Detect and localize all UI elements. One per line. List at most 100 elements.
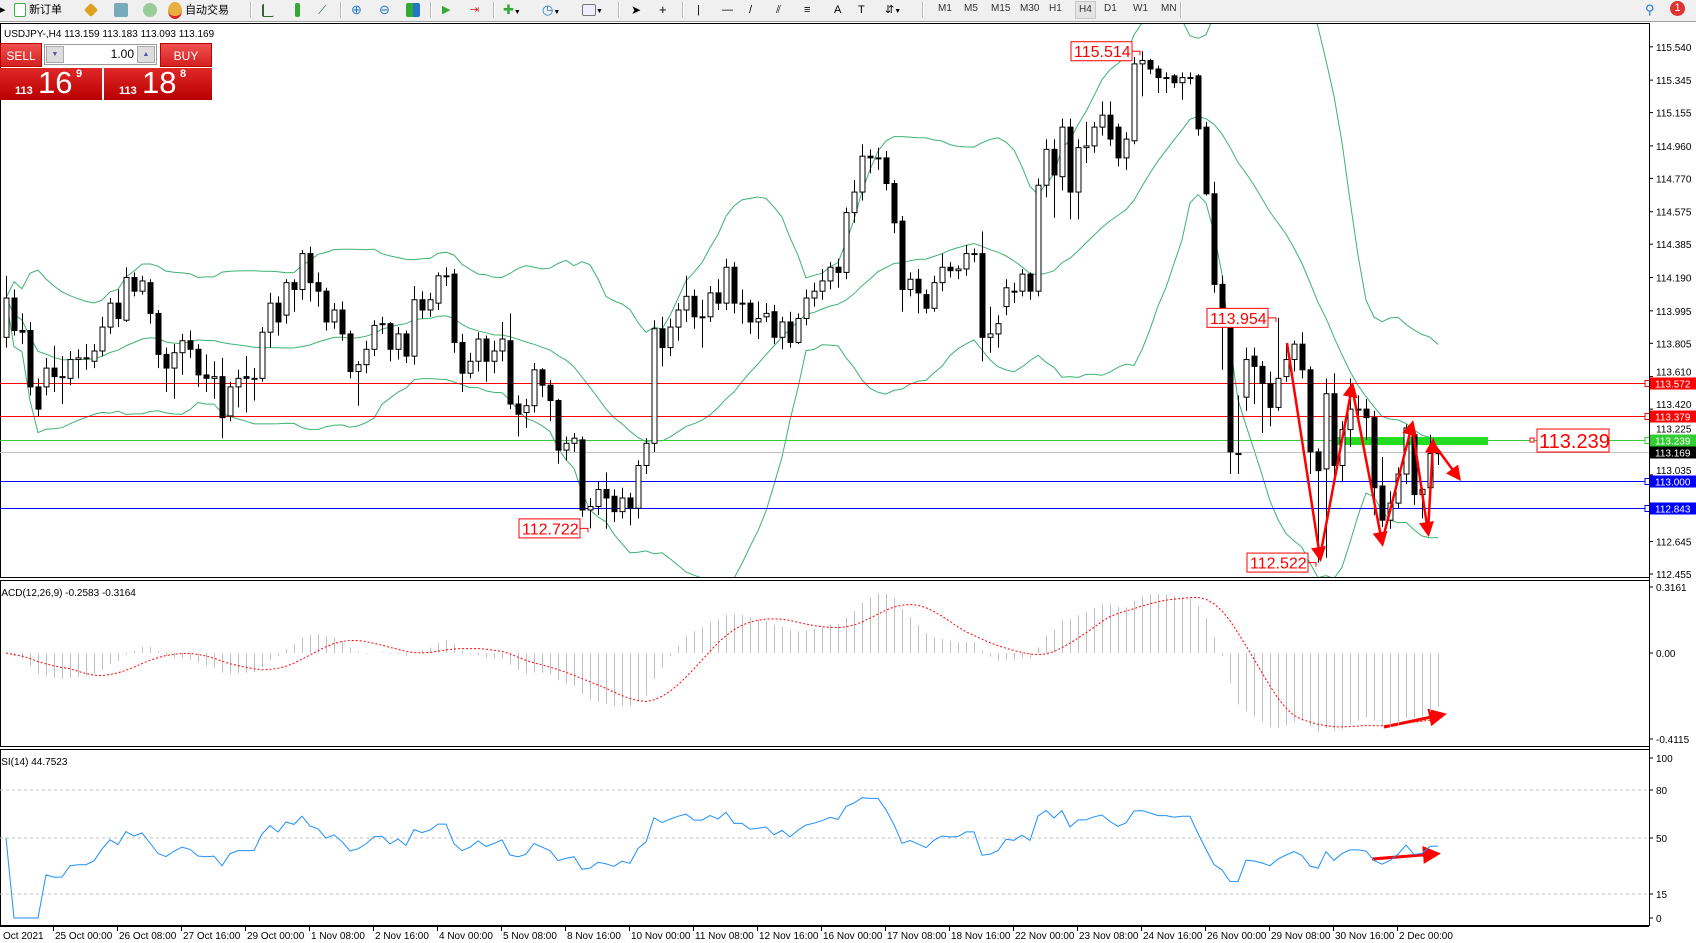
new-order-button[interactable]: 新订单 <box>14 2 62 18</box>
line-chart-button[interactable]: ⟋ <box>318 2 326 18</box>
candlestick-chart-button[interactable] <box>291 2 300 18</box>
sell-price[interactable]: 113 16 9 <box>0 65 102 100</box>
volume-field[interactable]: ▼ 1.00 ▲ <box>44 44 157 65</box>
volume-decrease-button[interactable]: ▼ <box>46 46 64 63</box>
text-icon: A <box>834 4 842 16</box>
candle <box>75 349 82 379</box>
big-price-label-box[interactable] <box>1536 428 1610 453</box>
fibonacci-button[interactable]: ≡ <box>804 2 810 18</box>
bear-candle-body <box>915 278 922 294</box>
auto-scroll-button[interactable]: ▶ <box>442 2 450 18</box>
bull-candle-body <box>939 266 946 284</box>
templates-button[interactable]: ▼ <box>582 2 603 18</box>
bull-candle-body <box>723 266 730 304</box>
bear-candle-body <box>1371 417 1378 489</box>
zigzag-arrow[interactable] <box>1318 382 1358 558</box>
timeframe-m5[interactable]: M5 <box>964 3 978 14</box>
buy-price[interactable]: 113 18 8 <box>104 65 212 100</box>
candle <box>803 289 810 326</box>
zigzag-arrow[interactable] <box>1424 438 1440 533</box>
crosshair-button[interactable]: + <box>659 2 667 18</box>
zigzag-arrow[interactable] <box>1410 424 1434 537</box>
chart-shift-button[interactable]: ⇥ <box>470 2 479 18</box>
buy-button[interactable]: BUY <box>160 43 212 67</box>
price-label-box[interactable] <box>518 518 581 539</box>
candle <box>107 298 114 334</box>
tile-windows-button[interactable] <box>406 2 420 18</box>
price-label-box[interactable] <box>1206 307 1269 328</box>
candle <box>43 357 50 396</box>
candle <box>571 433 578 452</box>
candle <box>819 268 826 300</box>
candle <box>915 268 922 314</box>
toolbar: ▸ 新订单 自动交易 ⟋ ⊕ ⊖ ▶ ⇥ ✚▼ ◷▼ ▼ ➤ + | — / ⫽… <box>0 0 1696 22</box>
zoom-in-button[interactable]: ⊕ <box>351 2 362 18</box>
price-label-box[interactable] <box>1070 41 1133 62</box>
zigzag-arrow[interactable] <box>1431 442 1461 482</box>
candle <box>147 279 154 324</box>
timeframe-m1[interactable]: M1 <box>938 3 952 14</box>
navigator-button[interactable] <box>114 2 128 18</box>
periods-button[interactable]: ◷▼ <box>542 2 560 18</box>
signals-button[interactable] <box>143 2 157 18</box>
timeframe-w1[interactable]: W1 <box>1133 3 1148 14</box>
indicators-button[interactable]: ✚▼ <box>503 2 521 18</box>
bear-candle-body <box>163 353 170 369</box>
zigzag-arrow[interactable] <box>1285 342 1326 562</box>
bull-candle-body <box>331 309 338 323</box>
candle <box>1227 318 1234 475</box>
zigzag-arrow[interactable] <box>1350 386 1388 547</box>
cursor-button[interactable]: ➤ <box>631 2 641 18</box>
bar-chart-button[interactable] <box>262 2 274 18</box>
bull-candle-body <box>1139 59 1146 65</box>
autotrading-button[interactable]: 自动交易 <box>168 2 229 19</box>
zigzag-arrow[interactable] <box>1380 420 1417 543</box>
price-label-box[interactable] <box>1246 552 1309 573</box>
timeframe-h4[interactable]: H4 <box>1075 1 1096 19</box>
candle <box>1299 332 1306 379</box>
arrows-button[interactable]: ⇵▼ <box>885 2 901 18</box>
timeframe-m30[interactable]: M30 <box>1020 3 1040 14</box>
candle <box>675 303 682 341</box>
channel-button[interactable]: ⫽ <box>776 2 781 18</box>
vertical-line-button[interactable]: | <box>697 2 700 18</box>
candle <box>1115 123 1122 167</box>
support-zone-rectangle[interactable] <box>1332 437 1488 446</box>
candle <box>643 438 650 475</box>
price-tag-bg <box>1650 502 1696 515</box>
text-label-button[interactable]: T <box>858 2 865 18</box>
sell-button[interactable]: SELL <box>0 43 42 67</box>
market-watch-button[interactable] <box>83 2 99 18</box>
time-axis-label: 18 Nov 16:00 <box>951 931 1011 942</box>
bear-candle-body <box>555 400 562 451</box>
price-label-connector <box>1308 562 1317 567</box>
candle <box>1179 72 1186 100</box>
toolbar-separator <box>1180 2 1182 18</box>
bull-candle-body <box>211 376 218 379</box>
timeframe-d1[interactable]: D1 <box>1104 3 1117 14</box>
timeframe-m15[interactable]: M15 <box>991 3 1011 14</box>
bull-candle-body <box>75 357 82 361</box>
search-icon[interactable]: ⚲ <box>1645 2 1655 17</box>
timeframe-h1[interactable]: H1 <box>1049 3 1062 14</box>
bull-candle-body <box>1083 145 1090 149</box>
zoom-out-button[interactable]: ⊖ <box>379 2 390 18</box>
zoom-out-icon: ⊖ <box>379 2 390 17</box>
candle <box>283 279 290 324</box>
bull-candle-body <box>931 282 938 309</box>
timeframe-mn[interactable]: MN <box>1161 3 1177 14</box>
candle <box>635 460 642 519</box>
volume-increase-button[interactable]: ▲ <box>137 46 155 63</box>
horizontal-line-button[interactable]: — <box>722 2 733 18</box>
text-button[interactable]: A <box>834 2 841 18</box>
bull-candle-body <box>1163 77 1170 80</box>
notification-badge[interactable]: 1 <box>1670 1 1685 16</box>
bull-candle-body <box>595 488 602 508</box>
candle <box>787 311 794 348</box>
candle <box>739 289 746 324</box>
candle <box>51 345 58 393</box>
rsi-trend-arrow[interactable] <box>1371 845 1441 864</box>
trendline-button[interactable]: / <box>749 2 752 18</box>
candle <box>715 279 722 310</box>
